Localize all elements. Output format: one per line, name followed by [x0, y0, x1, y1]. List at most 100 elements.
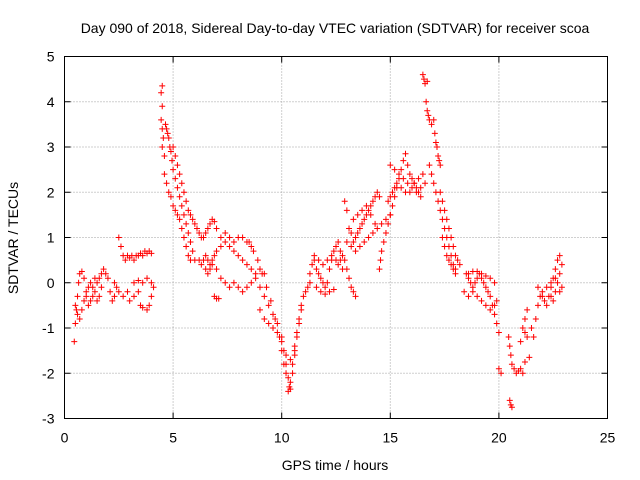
data-point — [222, 229, 229, 236]
data-point — [337, 248, 344, 255]
data-point — [230, 279, 237, 286]
data-point — [200, 234, 207, 241]
data-point — [174, 162, 181, 169]
data-point — [191, 220, 198, 227]
data-point — [541, 297, 548, 304]
data-point — [162, 121, 169, 128]
data-point — [378, 248, 385, 255]
data-point — [404, 162, 411, 169]
data-point — [461, 288, 468, 295]
data-point — [267, 297, 274, 304]
data-point — [217, 275, 224, 282]
data-point — [296, 320, 303, 327]
data-point — [548, 279, 555, 286]
data-point — [391, 184, 398, 191]
y-tick-label: 4 — [47, 94, 55, 110]
data-point — [160, 134, 167, 141]
data-point — [363, 202, 370, 209]
data-point — [170, 202, 177, 209]
data-point — [75, 279, 82, 286]
data-point — [348, 229, 355, 236]
data-point — [377, 257, 384, 264]
data-point — [164, 130, 171, 137]
data-point — [482, 302, 489, 309]
data-point — [387, 162, 394, 169]
data-point — [524, 306, 531, 313]
y-tick-label: 5 — [47, 49, 55, 65]
data-point — [239, 257, 246, 264]
data-point — [298, 306, 305, 313]
data-point — [187, 239, 194, 246]
data-point — [274, 320, 281, 327]
data-point — [222, 239, 229, 246]
data-point — [339, 252, 346, 259]
data-point — [291, 347, 298, 354]
data-point — [398, 166, 405, 173]
data-point — [180, 211, 187, 218]
data-point — [346, 225, 353, 232]
data-point — [480, 279, 487, 286]
data-point — [263, 284, 270, 291]
data-point — [104, 275, 111, 282]
data-point — [211, 252, 218, 259]
data-point — [187, 211, 194, 218]
data-point — [94, 297, 101, 304]
data-point — [543, 302, 550, 309]
data-point — [211, 218, 218, 225]
data-point — [306, 270, 313, 277]
data-point — [335, 239, 342, 246]
data-point — [356, 225, 363, 232]
data-point — [387, 211, 394, 218]
data-point — [306, 279, 313, 286]
data-point — [530, 334, 537, 341]
data-point — [395, 171, 402, 178]
data-point — [422, 180, 429, 187]
data-point — [493, 297, 500, 304]
data-point — [409, 184, 416, 191]
data-point — [280, 361, 287, 368]
data-point — [359, 207, 366, 214]
data-point — [550, 297, 557, 304]
data-point — [406, 171, 413, 178]
y-axis-label: SDTVAR / TECUs — [5, 182, 21, 294]
data-point — [450, 266, 457, 273]
data-point — [161, 153, 168, 160]
data-point — [454, 257, 461, 264]
data-point — [415, 175, 422, 182]
data-point — [556, 288, 563, 295]
data-point — [413, 189, 420, 196]
data-point — [385, 220, 392, 227]
data-point — [74, 311, 81, 318]
data-point — [109, 297, 116, 304]
data-point — [120, 293, 127, 300]
data-point — [174, 184, 181, 191]
y-tick-label: -1 — [42, 320, 55, 336]
data-point — [350, 239, 357, 246]
data-point — [261, 293, 268, 300]
data-point — [115, 234, 122, 241]
data-point — [369, 229, 376, 236]
data-point — [400, 157, 407, 164]
data-point — [380, 239, 387, 246]
y-tick-label: 3 — [47, 139, 55, 155]
data-point — [285, 374, 292, 381]
data-point — [198, 261, 205, 268]
data-point — [391, 166, 398, 173]
data-point — [521, 315, 528, 322]
data-point — [139, 252, 146, 259]
data-point — [278, 338, 285, 345]
data-point — [217, 243, 224, 250]
data-point — [378, 220, 385, 227]
data-point — [552, 275, 559, 282]
y-tick-labels: -3 -2 -1 0 1 2 3 4 5 — [42, 49, 55, 427]
data-point — [272, 315, 279, 322]
data-point — [113, 284, 120, 291]
data-point — [365, 207, 372, 214]
data-point — [491, 302, 498, 309]
data-point — [343, 207, 350, 214]
data-point — [313, 266, 320, 273]
data-point — [169, 157, 176, 164]
data-point — [165, 134, 172, 141]
data-point — [176, 216, 183, 223]
data-point — [376, 193, 383, 200]
